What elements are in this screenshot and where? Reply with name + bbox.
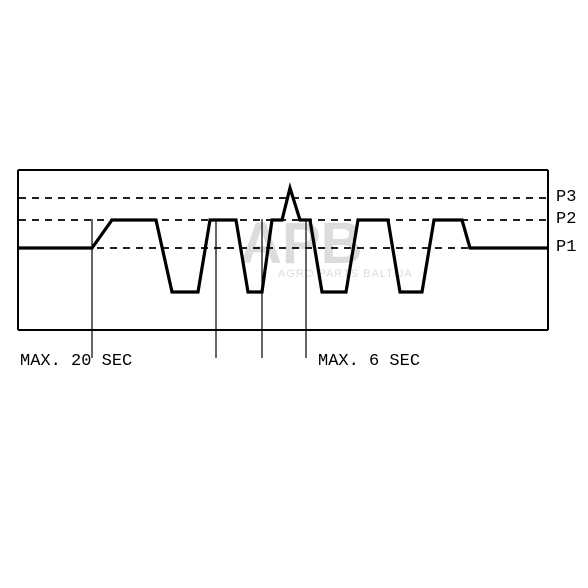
label-p1: P1	[556, 238, 576, 257]
diagram-svg	[0, 0, 588, 588]
label-max20: MAX. 20 SEC	[20, 352, 132, 371]
label-max6: MAX. 6 SEC	[318, 352, 420, 371]
pressure-waveform-diagram: { "canvas": { "width": 588, "height": 58…	[0, 0, 588, 588]
label-p2: P2	[556, 210, 576, 229]
label-p3: P3	[556, 188, 576, 207]
